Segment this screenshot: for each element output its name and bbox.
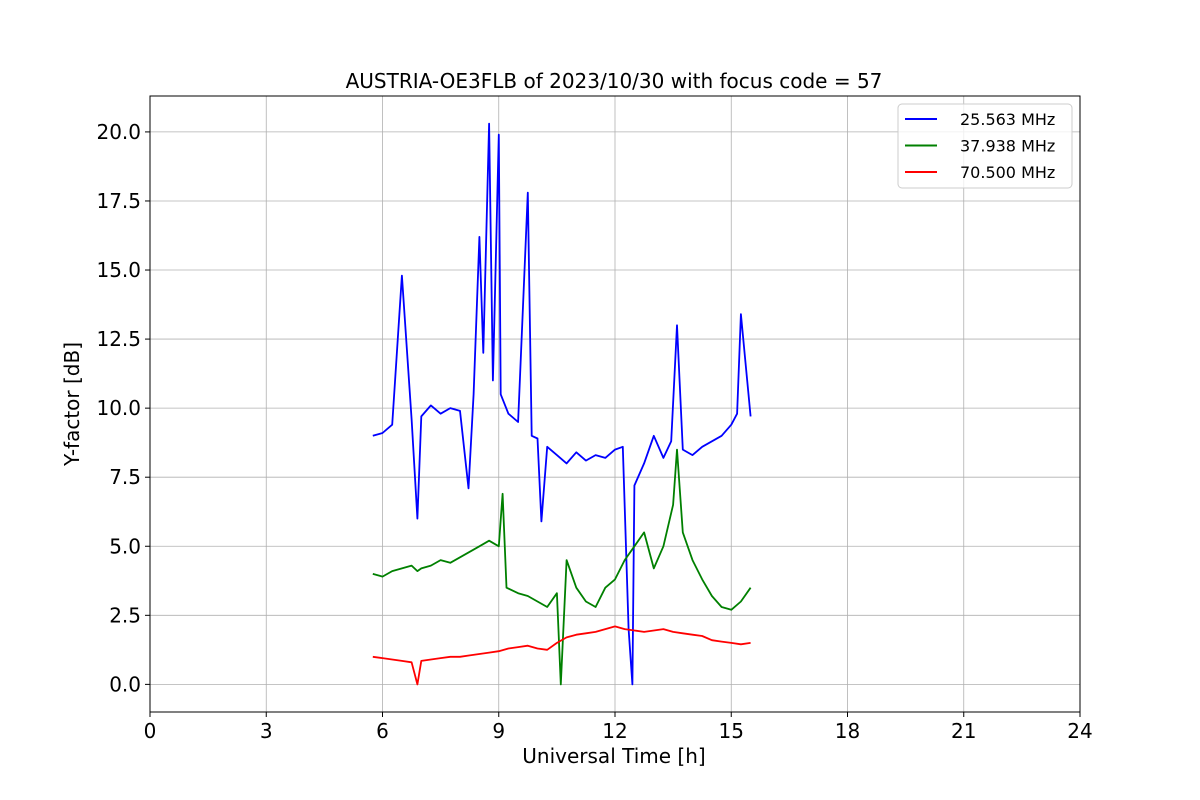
legend: 25.563 MHz 37.938 MHz 70.500 MHz <box>897 103 1073 189</box>
legend-label-3: 70.500 MHz <box>960 163 1055 182</box>
x-tick-label: 3 <box>260 719 273 743</box>
plot-area <box>372 122 752 686</box>
y-tick-label: 2.5 <box>109 603 141 627</box>
y-tick-label: 7.5 <box>109 465 141 489</box>
y-tick-label: 17.5 <box>96 189 141 213</box>
x-tick-label: 0 <box>144 719 157 743</box>
x-tick-label: 24 <box>1067 719 1092 743</box>
x-tick-label: 18 <box>835 719 860 743</box>
legend-box <box>897 103 1073 189</box>
y-tick-label: 20.0 <box>96 120 141 144</box>
y-tick-label: 15.0 <box>96 258 141 282</box>
x-tick-label: 9 <box>492 719 505 743</box>
x-tick-label: 12 <box>602 719 627 743</box>
legend-label-2: 37.938 MHz <box>960 137 1055 156</box>
x-tick-label: 15 <box>719 719 744 743</box>
x-axis-label: Universal Time [h] <box>522 744 705 768</box>
y-tick-label: 0.0 <box>109 672 141 696</box>
y-tick-label: 12.5 <box>96 327 141 351</box>
x-axis: 0 3 6 9 12 15 18 21 24 <box>144 712 1093 743</box>
x-tick-label: 6 <box>376 719 389 743</box>
y-tick-label: 5.0 <box>109 534 141 558</box>
y-axis: 0.0 2.5 5.0 7.5 10.0 12.5 15.0 17.5 20.0 <box>96 120 150 696</box>
series-line-2 <box>372 448 752 686</box>
y-tick-label: 10.0 <box>96 396 141 420</box>
series-line-3 <box>372 625 751 686</box>
chart-title: AUSTRIA-OE3FLB of 2023/10/30 with focus … <box>346 69 883 93</box>
x-tick-label: 21 <box>951 719 976 743</box>
legend-label-1: 25.563 MHz <box>960 110 1055 129</box>
y-axis-label: Y-factor [dB] <box>60 342 84 467</box>
series-line-1 <box>372 122 752 686</box>
